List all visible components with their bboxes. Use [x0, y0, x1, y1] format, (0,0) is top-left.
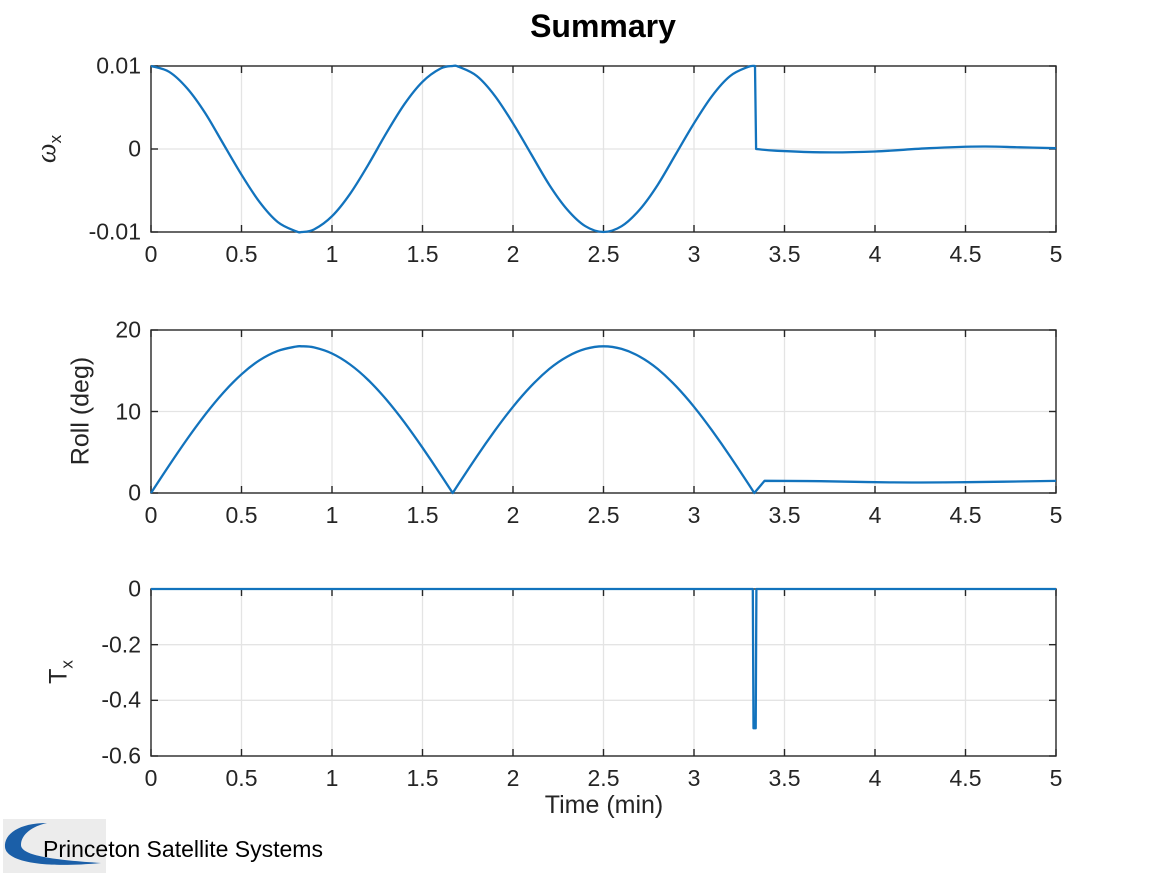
y-tick-label: 0 [128, 135, 141, 162]
y-tick-label: -0.01 [88, 218, 141, 245]
x-tick-label: 2 [506, 502, 520, 528]
omega-subscript: x [46, 134, 65, 144]
x-tick-label: 4 [868, 241, 882, 267]
x-tick-label: 0 [144, 502, 158, 528]
x-tick-label: 0 [144, 241, 158, 267]
chart-title: Summary [530, 8, 676, 44]
x-tick-label: 3 [687, 502, 701, 528]
x-tick-label: 1 [325, 241, 339, 267]
y-axis-label-omega-x: ωx [31, 134, 65, 164]
y-axis-label-torque: Tx [44, 660, 77, 684]
x-tick-label: 2.5 [587, 765, 620, 791]
y-tick-label: 20 [115, 316, 141, 343]
series-line-roll [150, 345, 1057, 495]
x-tick-label: 0.5 [225, 502, 258, 528]
series-line-torque_x [151, 587, 1056, 730]
x-axis-label: Time (min) [544, 791, 664, 819]
x-tick-label: 3.5 [768, 502, 801, 528]
x-tick-label: 5 [1049, 241, 1063, 267]
x-tick-label: 0.5 [225, 765, 258, 791]
x-tick-label: 3.5 [768, 241, 801, 267]
x-tick-label: 0.5 [225, 241, 258, 267]
x-tick-label: 2.5 [587, 502, 620, 528]
logo-text: Princeton Satellite Systems [43, 836, 323, 862]
y-tick-label: 0.01 [96, 52, 141, 79]
x-tick-label: 3 [687, 241, 701, 267]
y-tick-label: 10 [115, 398, 141, 424]
logo: Princeton Satellite Systems [3, 819, 343, 875]
x-tick-label: 5 [1049, 765, 1063, 791]
series-line-omega_x [150, 64, 1057, 234]
x-tick-label: 3.5 [768, 765, 801, 791]
x-tick-label: 1.5 [406, 241, 439, 267]
x-tick-label: 3 [687, 765, 701, 791]
x-tick-label: 1 [325, 502, 339, 528]
x-tick-label: 4 [868, 502, 882, 528]
x-tick-label: 2 [506, 765, 520, 791]
x-tick-label: 4.5 [949, 241, 982, 267]
x-tick-label: 1 [325, 765, 339, 791]
x-tick-label: 5 [1049, 502, 1063, 528]
x-tick-label: 1.5 [406, 502, 439, 528]
x-tick-label: 4.5 [949, 502, 982, 528]
y-tick-label: 0 [128, 479, 141, 506]
x-tick-label: 1.5 [406, 765, 439, 791]
x-tick-label: 2.5 [587, 241, 620, 267]
x-tick-label: 2 [506, 241, 520, 267]
crescent-icon [4, 823, 102, 865]
y-tick-label: -0.6 [101, 742, 141, 769]
omega-symbol: ω [31, 143, 62, 164]
torque-subscript: x [57, 660, 77, 669]
y-tick-label: 0 [128, 575, 141, 602]
x-tick-label: 4 [868, 765, 882, 791]
x-tick-label: 4.5 [949, 765, 982, 791]
x-tick-label: 0 [144, 765, 158, 791]
y-axis-label-roll: Roll (deg) [66, 356, 95, 466]
y-tick-label: -0.2 [101, 631, 141, 658]
y-tick-label: -0.4 [101, 686, 141, 713]
torque-symbol: T [44, 668, 73, 684]
